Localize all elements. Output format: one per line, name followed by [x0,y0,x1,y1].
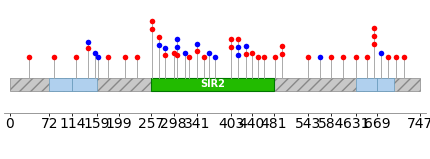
Bar [356,78,378,91]
Text: SIR2: SIR2 [200,79,225,89]
Bar [72,78,97,91]
Bar [10,78,420,91]
Bar [378,78,394,91]
Bar [151,78,274,91]
Bar [49,78,72,91]
